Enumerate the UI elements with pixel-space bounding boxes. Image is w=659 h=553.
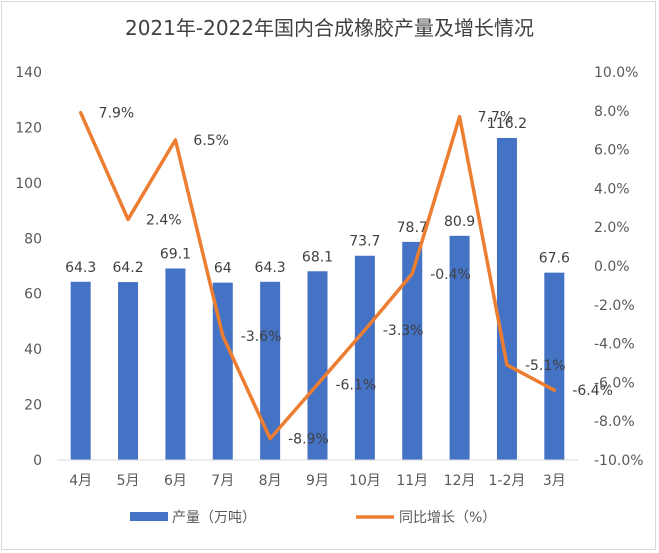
bar xyxy=(449,235,470,460)
bar-value-label: 64 xyxy=(214,261,232,277)
bar xyxy=(354,255,375,460)
bar-value-label: 64.3 xyxy=(65,260,96,276)
bar xyxy=(544,272,565,460)
bar xyxy=(260,281,281,460)
left-tick-label: 0 xyxy=(33,453,42,469)
line-value-label: -3.6% xyxy=(241,329,282,345)
line-labels: 7.9% 2.4% 6.5% -3.6% -8.9% -6.1% -3.3% -0.4% 7.7… xyxy=(99,106,613,448)
bar-value-label: 73.7 xyxy=(349,234,380,250)
x-tick-label: 4月 xyxy=(69,473,92,489)
line-value-label: -5.1% xyxy=(525,358,566,374)
growth-line xyxy=(78,110,557,441)
right-axis-ticks: -10.0% -8.0% -6.0% -4.0% -2.0% 0.0% 2.0% 4.0% 6.… xyxy=(594,65,644,469)
bar xyxy=(118,282,139,460)
left-tick-label: 60 xyxy=(24,287,42,303)
line-value-label: -3.3% xyxy=(383,323,424,339)
right-tick-label: -10.0% xyxy=(594,453,644,469)
bar-series xyxy=(70,137,565,460)
right-tick-label: -6.0% xyxy=(594,375,635,391)
legend-bar-swatch xyxy=(130,512,168,521)
line-value-label: -6.1% xyxy=(336,377,377,393)
left-axis-ticks: 0 20 40 60 80 100 120 140 xyxy=(15,65,42,469)
bar-value-label: 78.7 xyxy=(397,220,428,236)
right-tick-label: -4.0% xyxy=(594,337,635,353)
bar-value-label: 68.1 xyxy=(302,249,333,265)
line-value-label: -8.9% xyxy=(288,432,329,448)
x-tick-label: 6月 xyxy=(164,473,187,489)
bar xyxy=(212,282,233,460)
x-tick-label: 10月 xyxy=(349,473,381,489)
bar-value-label: 67.6 xyxy=(539,251,570,267)
x-tick-label: 12月 xyxy=(444,473,476,489)
legend-line-label: 同比增长（%） xyxy=(399,510,496,526)
left-tick-label: 140 xyxy=(15,65,42,81)
right-tick-label: 2.0% xyxy=(594,220,630,236)
chart-title: 2021年-2022年国内合成橡胶产量及增长情况 xyxy=(124,16,534,40)
left-tick-label: 20 xyxy=(24,398,42,414)
left-tick-label: 120 xyxy=(15,120,42,136)
x-tick-label: 5月 xyxy=(117,473,140,489)
right-tick-label: 10.0% xyxy=(594,65,638,81)
x-axis-ticks: 4月 5月 6月 7月 8月 9月 10月 11月 12月 1-2月 3月 xyxy=(69,473,566,489)
x-tick-label: 3月 xyxy=(543,473,566,489)
line-value-label: 2.4% xyxy=(146,212,182,228)
legend: 产量（万吨） 同比增长（%） xyxy=(130,510,496,526)
right-tick-label: 4.0% xyxy=(594,181,630,197)
bar-value-label: 69.1 xyxy=(160,246,191,262)
x-tick-label: 8月 xyxy=(259,473,282,489)
line-value-label: -0.4% xyxy=(430,267,471,283)
right-tick-label: 0.0% xyxy=(594,259,630,275)
left-tick-label: 100 xyxy=(15,176,42,192)
bar-value-label: 80.9 xyxy=(444,214,475,230)
right-tick-label: -2.0% xyxy=(594,298,635,314)
x-tick-label: 1-2月 xyxy=(489,473,526,489)
line-value-label: 7.9% xyxy=(99,106,135,122)
left-tick-label: 80 xyxy=(24,231,42,247)
x-tick-label: 9月 xyxy=(306,473,329,489)
legend-bar-label: 产量（万吨） xyxy=(172,510,256,526)
bar xyxy=(307,271,328,460)
bar-value-label: 116.2 xyxy=(487,116,527,132)
bar xyxy=(496,137,517,460)
left-tick-label: 40 xyxy=(24,342,42,358)
bar-labels: 64.3 64.2 69.1 64 64.3 68.1 73.7 78.7 80.9 116.2 6… xyxy=(65,116,570,277)
x-tick-label: 7月 xyxy=(211,473,234,489)
right-tick-label: 6.0% xyxy=(594,143,630,159)
line-value-label: -6.4% xyxy=(572,383,613,399)
line-value-label: 7.7% xyxy=(478,110,514,126)
bar-value-label: 64.2 xyxy=(112,260,143,276)
right-tick-label: -8.0% xyxy=(594,414,635,430)
bar xyxy=(165,268,186,460)
right-tick-label: 8.0% xyxy=(594,104,630,120)
x-tick-label: 11月 xyxy=(396,473,428,489)
bar-value-label: 64.3 xyxy=(255,260,286,276)
bar xyxy=(402,241,423,460)
bar xyxy=(70,281,91,460)
line-value-label: 6.5% xyxy=(193,133,229,149)
